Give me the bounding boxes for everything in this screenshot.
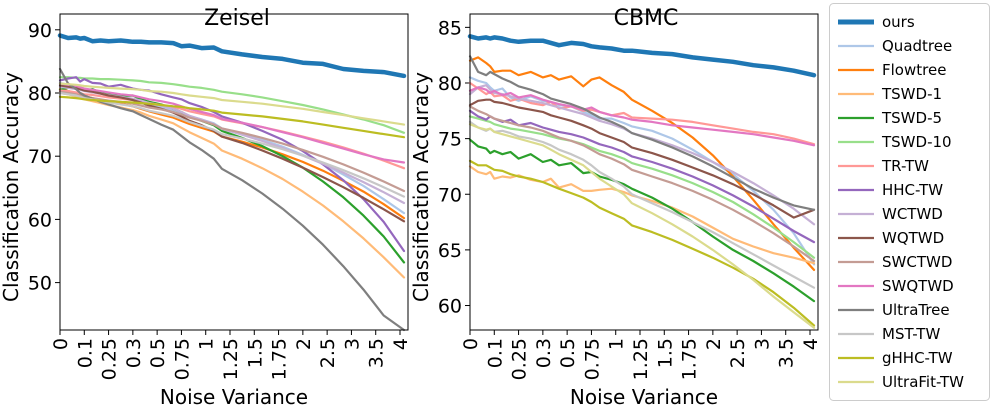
legend-label: ours — [882, 13, 915, 31]
cbmc-xtick-label: 2.5 — [727, 338, 749, 368]
cbmc-xtick-label: 0.1 — [484, 338, 506, 368]
cbmc-series-swqtwd — [468, 86, 816, 147]
cbmc-ytick-label: 75 — [438, 129, 462, 151]
legend-label: gHHC-TW — [882, 349, 953, 367]
cbmc-xtick-label: 0.25 — [509, 338, 531, 380]
cbmc-series-tswd-5 — [468, 138, 816, 303]
legend-label: Quadtree — [882, 37, 952, 55]
zeisel-axes-frame — [59, 13, 409, 331]
cbmc-ytick-label: 70 — [438, 184, 462, 206]
cbmc-xtick-label: 1.75 — [679, 338, 701, 380]
zeisel-ytick-label: 50 — [28, 273, 52, 295]
cbmc-series-swctwd — [468, 105, 816, 263]
zeisel-series-hhc-tw — [58, 76, 406, 253]
zeisel-xtick-label: 0.5 — [147, 338, 169, 368]
cbmc-xtick-label: 2 — [703, 338, 725, 350]
cbmc-ytick-label: 60 — [438, 296, 462, 318]
cbmc-xtick-label: 3 — [751, 338, 773, 350]
zeisel-xtick-label: 1.75 — [269, 338, 291, 380]
zeisel-series-wqtwd — [58, 84, 406, 223]
zeisel-series-ours — [57, 33, 407, 79]
zeisel-ylabel: Classification Accuracy — [0, 72, 23, 302]
zeisel-series-mst-tw — [58, 91, 406, 198]
zeisel-xtick-label: 0.3 — [123, 338, 145, 368]
legend-label: SWQTWD — [882, 277, 954, 295]
legend-label: HHC-TW — [882, 181, 943, 199]
cbmc-ytick-label: 80 — [438, 73, 462, 95]
cbmc-series-tswd-10 — [468, 115, 816, 259]
zeisel-xtick-label: 2.5 — [317, 338, 339, 368]
zeisel-xtick-label: 3 — [341, 338, 363, 350]
zeisel-series-ultratree — [58, 67, 406, 332]
zeisel-xtick-label: 3.5 — [366, 338, 388, 368]
cbmc-xtick-label: 3.5 — [776, 338, 798, 368]
cbmc-xtick-label: 0 — [460, 338, 482, 350]
zeisel-xlabel: Noise Variance — [160, 385, 308, 408]
zeisel-xtick-label: 1.5 — [244, 338, 266, 368]
zeisel-xtick-label: 1 — [196, 338, 218, 350]
zeisel-xtick-label: 0.75 — [171, 338, 193, 380]
legend: ours Quadtree Flowtree TSWD-1 TSWD-5 TSWD-10 T… — [829, 3, 990, 401]
zeisel-ytick-label: 90 — [28, 20, 52, 42]
zeisel-xtick-label: 0.25 — [99, 338, 121, 380]
cbmc-axes-frame — [469, 13, 819, 331]
legend-label: TSWD-5 — [881, 109, 942, 127]
legend-label: Flowtree — [882, 61, 946, 79]
cbmc-xtick-label: 0.3 — [533, 338, 555, 368]
cbmc-series-mst-tw — [468, 120, 816, 289]
cbmc-xtick-label: 1.25 — [630, 338, 652, 380]
cbmc-xlabel: Noise Variance — [570, 385, 718, 408]
zeisel-title: Zeisel — [204, 6, 270, 31]
legend-label: TR-TW — [881, 157, 929, 175]
legend-items: ours Quadtree Flowtree TSWD-1 TSWD-5 TSWD-10 T… — [838, 13, 964, 391]
cbmc-xtick-label: 0.75 — [581, 338, 603, 380]
cbmc-series — [467, 34, 817, 329]
zeisel-ytick-label: 80 — [28, 83, 52, 105]
cbmc-ytick-label: 65 — [438, 240, 462, 262]
cbmc-series-ghhc-tw — [468, 159, 816, 327]
cbmc-series-wqtwd — [468, 98, 816, 219]
zeisel-xtick-label: 0.1 — [74, 338, 96, 368]
cbmc-ytick-label: 85 — [438, 17, 462, 39]
cbmc-xtick-label: 4 — [800, 338, 822, 350]
legend-label: WCTWD — [882, 205, 943, 223]
legend-label: TSWD-1 — [881, 85, 942, 103]
legend-frame — [829, 3, 990, 401]
legend-label: UltraTree — [882, 301, 950, 319]
zeisel-ytick-label: 60 — [28, 209, 52, 231]
legend-label: UltraFit-TW — [882, 373, 964, 391]
zeisel-chart: Zeisel Noise Variance Classification Acc… — [0, 6, 412, 408]
cbmc-title: CBMC — [614, 6, 679, 31]
cbmc-xtick-label: 0.5 — [557, 338, 579, 368]
zeisel-xtick-label: 2 — [293, 338, 315, 350]
zeisel-series — [57, 33, 407, 332]
zeisel-series-ghhc-tw — [58, 95, 406, 139]
cbmc-chart: CBMC Noise Variance Classification Accur… — [409, 6, 822, 408]
cbmc-xtick-label: 1 — [606, 338, 628, 350]
cbmc-ticks: 60 65 70 75 80 85 0 0.1 0.25 0.3 0.5 0.75 1 1.25 1.5 1.… — [438, 17, 822, 380]
cbmc-ylabel: Classification Accuracy — [409, 72, 433, 302]
zeisel-xtick-label: 0 — [50, 338, 72, 350]
cbmc-series-ultratree — [468, 55, 816, 211]
cbmc-series-tswd-1 — [468, 165, 816, 265]
zeisel-series-tswd-10 — [58, 76, 406, 134]
cbmc-series-ultrafit-tw — [468, 123, 816, 329]
zeisel-series-ultrafit-tw — [58, 82, 406, 126]
zeisel-ytick-label: 70 — [28, 146, 52, 168]
legend-label: SWCTWD — [882, 253, 952, 271]
legend-label: TSWD-10 — [881, 133, 952, 151]
legend-label: WQTWD — [882, 229, 944, 247]
zeisel-xtick-label: 4 — [390, 338, 412, 350]
cbmc-xtick-label: 1.5 — [654, 338, 676, 368]
zeisel-xtick-label: 1.25 — [220, 338, 242, 380]
legend-label: MST-TW — [882, 325, 940, 343]
zeisel-series-swqtwd — [58, 82, 406, 164]
cbmc-series-flowtree — [468, 56, 816, 271]
cbmc-series-ours — [467, 34, 817, 78]
zeisel-ticks: 50 60 70 80 90 0 0.1 0.25 0.3 0.5 0.75 1 1.25 1.5 1.75… — [28, 20, 412, 381]
